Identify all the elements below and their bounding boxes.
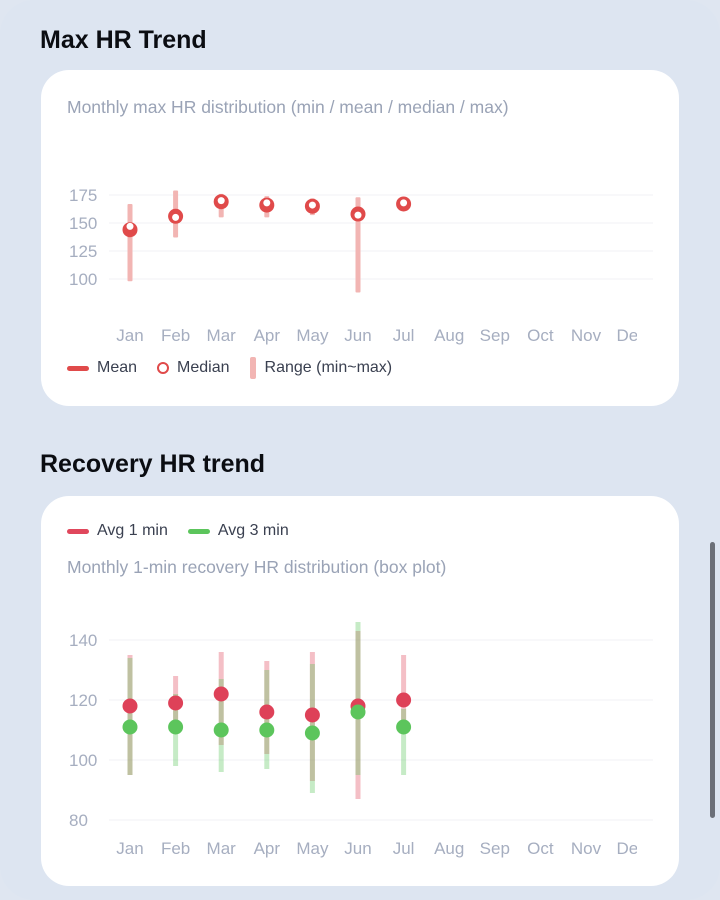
max-hr-chart: 100 125 150 175 Jan Feb Mar Apr May Jun Jul Aug Sep O… [69, 186, 653, 345]
x-tick-label: Mar [207, 326, 237, 345]
max-hr-legend: Mean Median Range (min~max) [67, 357, 412, 379]
legend-item-median: Median [157, 359, 230, 377]
x-tick-label: Mar [207, 839, 237, 858]
avg-3-min-point [213, 722, 229, 738]
recovery-legend: Avg 1 min Avg 3 min [67, 522, 309, 540]
y-tick-label: 120 [69, 691, 97, 710]
median-point [172, 213, 180, 221]
x-tick-label: Jul [393, 326, 415, 345]
median-point [263, 199, 271, 207]
y-tick-label: 100 [69, 270, 97, 289]
x-tick-label: Nov [571, 326, 602, 345]
y-tick-label: 150 [69, 214, 97, 233]
avg-3-min-range-bar [127, 658, 133, 775]
median-point [354, 211, 362, 219]
x-tick-label: Jun [344, 326, 371, 345]
median-point [400, 199, 408, 207]
y-tick-label: 80 [69, 811, 88, 830]
x-tick-label: Apr [254, 839, 281, 858]
x-tick-label: Aug [434, 839, 464, 858]
x-tick-label: May [296, 839, 329, 858]
x-tick-label: Jul [393, 839, 415, 858]
x-tick-label: Jun [344, 839, 371, 858]
legend-range-bar-icon [249, 357, 256, 379]
x-tick-label: Dec [616, 326, 647, 345]
avg-3-min-range-bar [264, 670, 270, 769]
avg-1-min-point [168, 695, 184, 711]
x-tick-label: Dec [616, 839, 647, 858]
legend-item-range: Range (min~max) [249, 357, 393, 379]
avg-1-min-point [396, 692, 412, 708]
legend-mean-line-icon [67, 365, 89, 371]
legend-avg-1-min-line-icon [67, 528, 89, 534]
avg-1-min-point [213, 686, 229, 702]
recovery-hr-card: Avg 1 min Avg 3 min Monthly 1-min recove… [41, 496, 679, 886]
legend-item-mean: Mean [67, 359, 137, 377]
max-hr-chart-subtitle: Monthly max HR distribution (min / mean … [67, 97, 509, 117]
x-tick-label: Oct [527, 326, 554, 345]
legend-item-avg-1-min: Avg 1 min [67, 522, 168, 540]
y-tick-label: 175 [69, 186, 97, 205]
median-point [126, 222, 134, 230]
x-tick-label: Jan [116, 326, 143, 345]
legend-range-label: Range (min~max) [264, 359, 393, 376]
median-point [308, 201, 316, 209]
avg-1-min-range-bar [127, 655, 133, 775]
avg-3-min-point [350, 704, 366, 720]
legend-median-ring-icon [157, 362, 170, 374]
legend-avg-1-min-label: Avg 1 min [97, 522, 168, 539]
max-hr-card: Monthly max HR distribution (min / mean … [41, 70, 679, 406]
legend-avg-3-min-label: Avg 3 min [217, 522, 289, 539]
x-tick-label: Oct [527, 839, 554, 858]
section-title-recovery-hr: Recovery HR trend [40, 450, 266, 478]
y-tick-label: 140 [69, 631, 97, 650]
avg-3-min-point [396, 719, 412, 735]
recovery-hr-chart: 80 100 120 140 Jan Feb Mar Apr May Jun Jul Aug Sep Oc… [69, 622, 653, 858]
x-tick-label: Feb [161, 326, 190, 345]
avg-3-min-range-bar [401, 709, 407, 775]
x-tick-label: Apr [254, 326, 281, 345]
avg-3-min-point [259, 722, 275, 738]
recovery-chart-subtitle: Monthly 1-min recovery HR distribution (… [67, 557, 447, 577]
y-tick-label: 100 [69, 751, 97, 770]
range-bar [127, 203, 133, 282]
legend-item-avg-3-min: Avg 3 min [187, 522, 289, 540]
x-tick-label: Nov [571, 839, 602, 858]
legend-mean-label: Mean [97, 359, 138, 376]
median-point [217, 197, 225, 205]
legend-median-label: Median [177, 359, 230, 376]
avg-3-min-point [168, 719, 184, 735]
scrollbar[interactable] [710, 542, 715, 818]
avg-3-min-point [304, 725, 320, 741]
x-tick-label: Aug [434, 326, 464, 345]
x-tick-label: Sep [480, 839, 510, 858]
section-title-max-hr: Max HR Trend [40, 26, 207, 54]
avg-1-min-point [304, 707, 320, 723]
avg-1-min-point [122, 698, 138, 714]
avg-3-min-point [122, 719, 138, 735]
legend-avg-3-min-line-icon [187, 528, 210, 534]
y-tick-label: 125 [69, 242, 97, 261]
x-tick-label: Jan [116, 839, 143, 858]
x-tick-label: May [296, 326, 329, 345]
avg-1-min-point [259, 704, 275, 720]
x-tick-label: Feb [161, 839, 190, 858]
x-tick-label: Sep [480, 326, 510, 345]
